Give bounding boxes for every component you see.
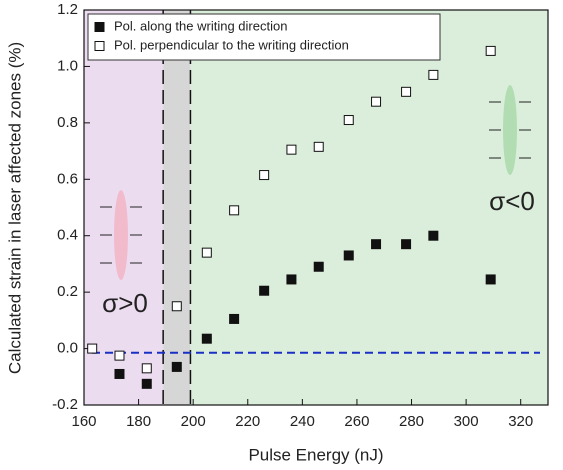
point [343, 115, 354, 126]
annotation: σ>0 [102, 288, 148, 318]
point [313, 141, 324, 152]
legend-box [87, 13, 441, 61]
x-tick-label: 280 [399, 413, 424, 430]
point [114, 350, 125, 361]
point [201, 247, 212, 258]
legend-label: Pol. perpendicular to the writing direct… [114, 37, 349, 52]
compressive-icon [503, 85, 517, 175]
point [229, 313, 240, 324]
point [87, 343, 98, 354]
point [171, 361, 182, 372]
point [485, 45, 496, 56]
point [428, 230, 439, 241]
point [201, 333, 212, 344]
x-tick-label: 220 [235, 413, 260, 430]
y-tick-label: 1.0 [57, 57, 78, 74]
region [163, 10, 191, 405]
x-axis-label: Pulse Energy (nJ) [248, 445, 383, 464]
point [428, 69, 439, 80]
annotation: σ<0 [489, 186, 535, 216]
tensile-arrows [100, 206, 142, 264]
y-tick-label: 0.0 [57, 340, 78, 357]
x-tick-label: 320 [508, 413, 533, 430]
y-tick-label: 1.2 [57, 1, 78, 18]
point [286, 274, 297, 285]
point [259, 285, 270, 296]
x-tick-label: 160 [71, 413, 96, 430]
point [229, 205, 240, 216]
point [286, 144, 297, 155]
compressive-arrows [489, 101, 531, 159]
y-tick-label: 0.8 [57, 114, 78, 131]
x-tick-label: 240 [290, 413, 315, 430]
y-tick-label: 0.6 [57, 170, 78, 187]
region [190, 10, 548, 405]
point [141, 378, 152, 389]
point [401, 86, 412, 97]
y-tick-label: 0.4 [57, 227, 78, 244]
x-tick-label: 200 [181, 413, 206, 430]
point [343, 250, 354, 261]
y-tick-label: 0.2 [57, 283, 78, 300]
y-tick-label: -0.2 [52, 396, 78, 413]
regions [84, 10, 548, 405]
legend-label: Pol. along the writing direction [114, 18, 287, 33]
x-tick-label: 260 [344, 413, 369, 430]
y-axis-label: Calculated strain in laser affected zone… [5, 42, 24, 374]
point [485, 274, 496, 285]
stress-icons [100, 85, 531, 280]
plot-frame [83, 9, 549, 406]
legend-marker [94, 22, 105, 32]
point [371, 96, 382, 107]
x-tick-label: 300 [454, 413, 479, 430]
point [401, 239, 412, 250]
point [371, 239, 382, 250]
x-tick-label: 180 [126, 413, 151, 430]
point [171, 301, 182, 312]
point [114, 368, 125, 379]
legend-marker [94, 41, 105, 51]
point [313, 261, 324, 272]
point [259, 170, 270, 181]
point [141, 363, 152, 374]
tensile-icon [114, 190, 128, 280]
